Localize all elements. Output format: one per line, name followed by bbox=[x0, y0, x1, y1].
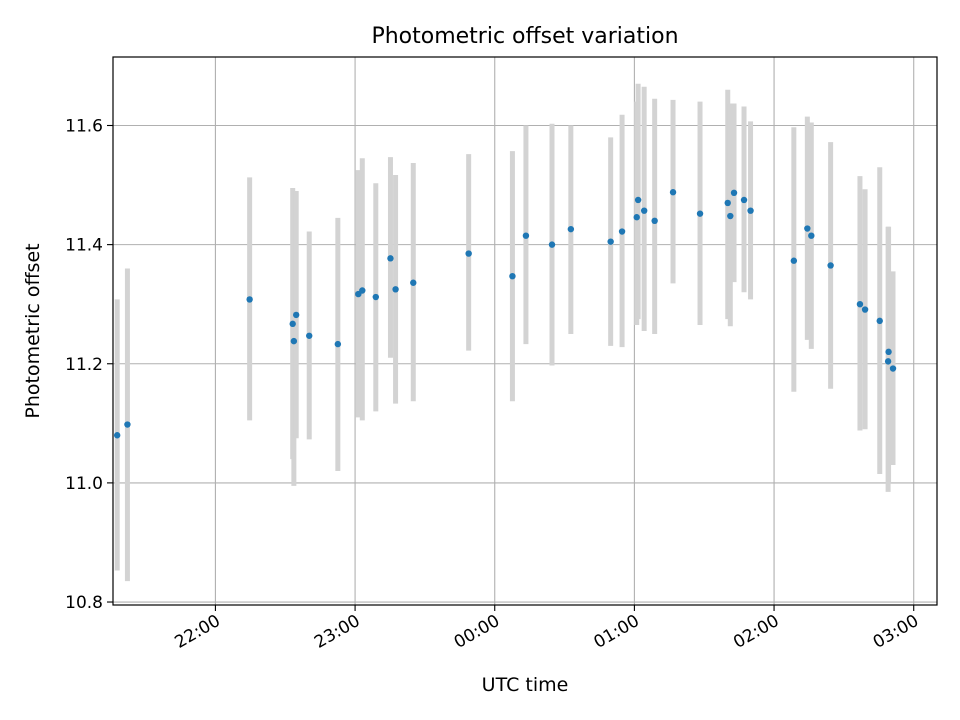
data-point bbox=[618, 228, 626, 235]
plot-frame bbox=[112, 56, 938, 606]
data-point bbox=[289, 320, 296, 328]
data-point bbox=[724, 199, 731, 207]
data-point bbox=[876, 317, 883, 325]
data-point bbox=[856, 300, 864, 308]
data-point bbox=[465, 250, 472, 257]
data-point bbox=[884, 358, 892, 365]
data-point bbox=[747, 207, 754, 214]
grid-lines bbox=[113, 57, 937, 605]
data-point bbox=[246, 296, 253, 303]
data-point bbox=[567, 225, 575, 233]
y-tick-label: 10.8 bbox=[65, 593, 103, 613]
data-point bbox=[372, 293, 379, 301]
data-point bbox=[290, 337, 298, 345]
data-point bbox=[113, 432, 121, 439]
data-point bbox=[790, 257, 798, 264]
data-point bbox=[889, 365, 897, 372]
data-point bbox=[727, 212, 734, 220]
y-axis-label: Photometric offset bbox=[22, 243, 44, 418]
data-point bbox=[696, 210, 704, 217]
data-point bbox=[124, 421, 131, 428]
x-axis-label: UTC time bbox=[482, 674, 569, 696]
data-point bbox=[359, 287, 366, 294]
data-point bbox=[640, 207, 648, 214]
data-point bbox=[410, 279, 417, 286]
data-point bbox=[607, 238, 614, 245]
data-point bbox=[633, 214, 640, 221]
data-point bbox=[306, 332, 313, 339]
data-point bbox=[651, 217, 658, 225]
data-point bbox=[548, 241, 556, 248]
y-tick-label: 11.4 bbox=[65, 236, 103, 256]
data-point bbox=[740, 196, 748, 204]
data-point bbox=[730, 189, 738, 197]
y-tick-label: 11.0 bbox=[65, 474, 103, 494]
data-point bbox=[387, 255, 394, 262]
data-point bbox=[808, 232, 815, 239]
y-axis-ticks: 10.8 11.0 11.2 11.4 11.6 bbox=[65, 117, 113, 613]
data-point bbox=[292, 311, 300, 319]
chart-title: Photometric offset variation bbox=[371, 24, 678, 49]
data-point bbox=[392, 286, 399, 293]
data-point bbox=[522, 232, 530, 239]
data-point bbox=[334, 340, 342, 348]
y-tick-label: 11.6 bbox=[65, 117, 103, 137]
data-point bbox=[827, 262, 834, 269]
data-point bbox=[804, 225, 811, 232]
data-point bbox=[861, 306, 869, 313]
data-points bbox=[113, 189, 897, 439]
data-point bbox=[669, 189, 677, 196]
data-point bbox=[885, 348, 892, 356]
y-tick-label: 11.2 bbox=[65, 355, 103, 375]
data-point bbox=[509, 273, 516, 280]
data-point bbox=[634, 196, 642, 204]
